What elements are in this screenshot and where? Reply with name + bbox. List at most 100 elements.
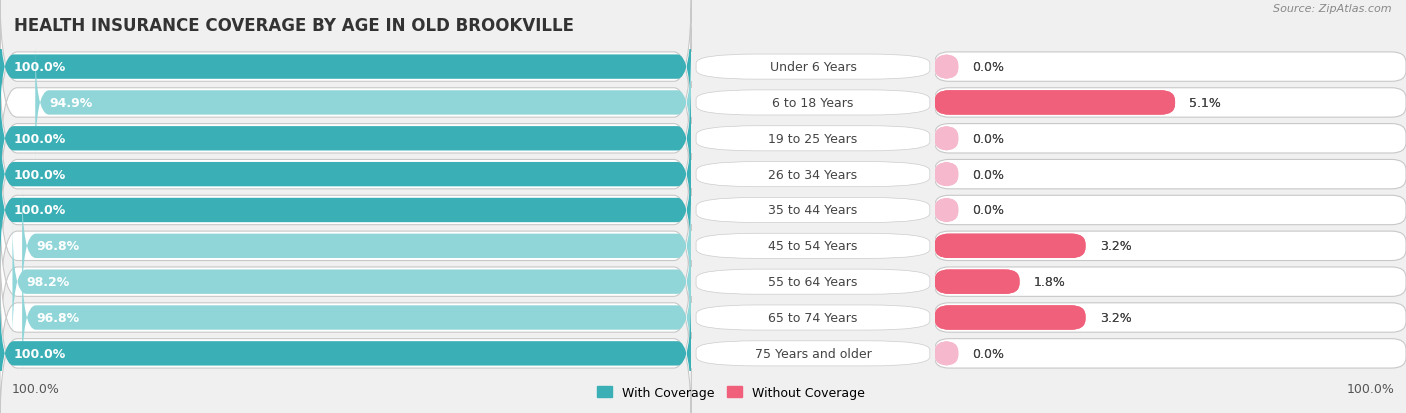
FancyBboxPatch shape: [0, 171, 692, 321]
FancyBboxPatch shape: [35, 44, 692, 163]
Text: 1.8%: 1.8%: [1033, 275, 1066, 288]
FancyBboxPatch shape: [935, 232, 981, 261]
FancyBboxPatch shape: [0, 136, 692, 285]
FancyBboxPatch shape: [0, 64, 692, 214]
FancyBboxPatch shape: [692, 53, 935, 82]
Text: HEALTH INSURANCE COVERAGE BY AGE IN OLD BROOKVILLE: HEALTH INSURANCE COVERAGE BY AGE IN OLD …: [14, 17, 574, 34]
FancyBboxPatch shape: [696, 162, 929, 187]
FancyBboxPatch shape: [935, 268, 981, 296]
Text: 100.0%: 100.0%: [14, 133, 66, 145]
FancyBboxPatch shape: [935, 160, 1406, 190]
Text: 0.0%: 0.0%: [973, 61, 1004, 74]
FancyBboxPatch shape: [0, 304, 7, 332]
FancyBboxPatch shape: [0, 125, 7, 153]
FancyBboxPatch shape: [935, 270, 1019, 294]
FancyBboxPatch shape: [935, 55, 959, 80]
Text: 96.8%: 96.8%: [37, 311, 79, 324]
Text: 98.2%: 98.2%: [27, 275, 69, 288]
FancyBboxPatch shape: [935, 163, 959, 187]
Text: 0.0%: 0.0%: [973, 347, 1004, 360]
Text: 3.2%: 3.2%: [1099, 240, 1132, 253]
FancyBboxPatch shape: [0, 151, 692, 270]
Text: Under 6 Years: Under 6 Years: [769, 61, 856, 74]
FancyBboxPatch shape: [0, 196, 7, 225]
FancyBboxPatch shape: [935, 306, 1085, 330]
Text: 5.1%: 5.1%: [1189, 97, 1220, 110]
FancyBboxPatch shape: [0, 28, 692, 178]
Text: 3.2%: 3.2%: [1099, 240, 1132, 253]
Text: 55 to 64 Years: 55 to 64 Years: [768, 275, 858, 288]
Text: 0.0%: 0.0%: [973, 168, 1004, 181]
Legend: With Coverage, Without Coverage: With Coverage, Without Coverage: [598, 386, 865, 399]
FancyBboxPatch shape: [0, 160, 7, 189]
FancyBboxPatch shape: [935, 127, 959, 151]
Text: 19 to 25 Years: 19 to 25 Years: [768, 133, 858, 145]
FancyBboxPatch shape: [935, 339, 1406, 368]
FancyBboxPatch shape: [935, 53, 981, 82]
FancyBboxPatch shape: [935, 196, 981, 225]
FancyBboxPatch shape: [0, 115, 692, 234]
Text: 26 to 34 Years: 26 to 34 Years: [769, 168, 858, 181]
FancyBboxPatch shape: [692, 268, 935, 296]
Text: 96.8%: 96.8%: [37, 240, 79, 253]
FancyBboxPatch shape: [935, 234, 1085, 259]
FancyBboxPatch shape: [0, 80, 692, 198]
FancyBboxPatch shape: [0, 232, 7, 261]
Text: 75 Years and older: 75 Years and older: [755, 347, 872, 360]
FancyBboxPatch shape: [0, 100, 692, 249]
FancyBboxPatch shape: [935, 270, 1019, 294]
FancyBboxPatch shape: [935, 163, 959, 187]
Text: 100.0%: 100.0%: [1347, 382, 1395, 395]
Text: 1.8%: 1.8%: [1033, 275, 1066, 288]
FancyBboxPatch shape: [696, 341, 929, 366]
Text: 5.1%: 5.1%: [1189, 97, 1220, 110]
FancyBboxPatch shape: [692, 232, 935, 261]
FancyBboxPatch shape: [0, 243, 692, 392]
FancyBboxPatch shape: [935, 341, 959, 366]
FancyBboxPatch shape: [935, 198, 959, 223]
FancyBboxPatch shape: [935, 91, 1175, 115]
Text: 3.2%: 3.2%: [1099, 311, 1132, 324]
FancyBboxPatch shape: [935, 232, 1406, 261]
FancyBboxPatch shape: [0, 89, 7, 118]
FancyBboxPatch shape: [0, 0, 692, 142]
FancyBboxPatch shape: [935, 91, 1175, 115]
Text: 100.0%: 100.0%: [11, 382, 59, 395]
FancyBboxPatch shape: [935, 53, 1406, 82]
Text: 0.0%: 0.0%: [973, 204, 1004, 217]
FancyBboxPatch shape: [692, 160, 935, 189]
Text: 0.0%: 0.0%: [973, 61, 1004, 74]
Text: 0.0%: 0.0%: [973, 168, 1004, 181]
FancyBboxPatch shape: [692, 196, 935, 225]
FancyBboxPatch shape: [935, 89, 981, 118]
Text: 6 to 18 Years: 6 to 18 Years: [772, 97, 853, 110]
Text: 0.0%: 0.0%: [973, 204, 1004, 217]
Text: 100.0%: 100.0%: [14, 347, 66, 360]
FancyBboxPatch shape: [935, 124, 1406, 154]
FancyBboxPatch shape: [692, 125, 935, 153]
FancyBboxPatch shape: [0, 294, 692, 413]
Text: 100.0%: 100.0%: [14, 204, 66, 217]
FancyBboxPatch shape: [935, 198, 959, 223]
Text: Source: ZipAtlas.com: Source: ZipAtlas.com: [1274, 4, 1392, 14]
FancyBboxPatch shape: [696, 126, 929, 152]
FancyBboxPatch shape: [692, 304, 935, 332]
Text: 35 to 44 Years: 35 to 44 Years: [768, 204, 858, 217]
FancyBboxPatch shape: [22, 187, 692, 306]
FancyBboxPatch shape: [696, 269, 929, 294]
FancyBboxPatch shape: [935, 55, 959, 80]
FancyBboxPatch shape: [696, 305, 929, 330]
FancyBboxPatch shape: [935, 303, 1406, 332]
FancyBboxPatch shape: [0, 207, 692, 357]
FancyBboxPatch shape: [935, 267, 1406, 297]
FancyBboxPatch shape: [0, 279, 692, 413]
FancyBboxPatch shape: [935, 196, 1406, 225]
FancyBboxPatch shape: [0, 8, 692, 127]
Text: 100.0%: 100.0%: [14, 168, 66, 181]
FancyBboxPatch shape: [935, 304, 981, 332]
Text: 0.0%: 0.0%: [973, 133, 1004, 145]
FancyBboxPatch shape: [935, 234, 1085, 259]
FancyBboxPatch shape: [22, 259, 692, 377]
Text: 65 to 74 Years: 65 to 74 Years: [768, 311, 858, 324]
FancyBboxPatch shape: [692, 339, 935, 368]
